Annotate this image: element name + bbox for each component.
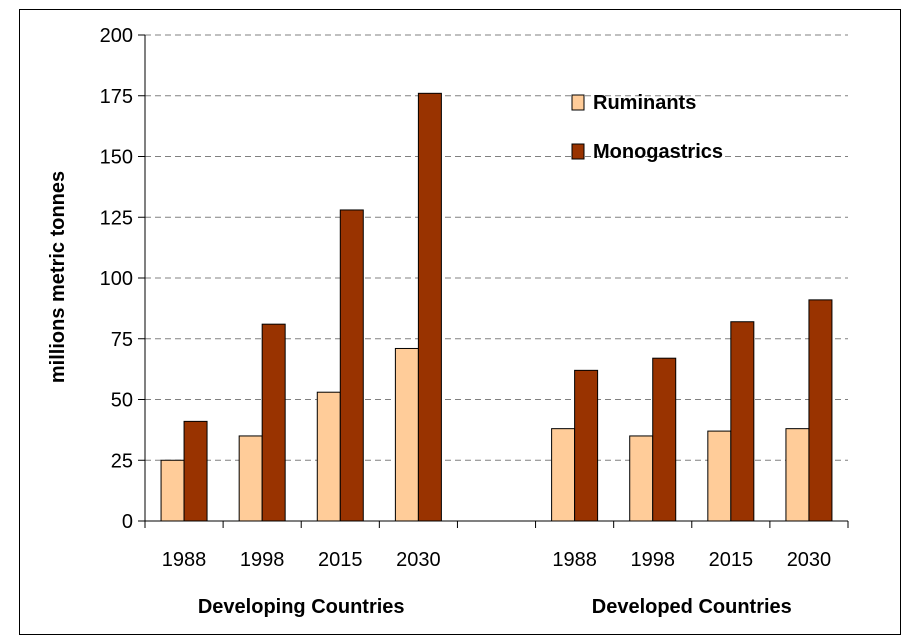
bar-ruminants-2015 xyxy=(707,430,732,522)
y-tick-label: 150 xyxy=(100,147,133,169)
axis-labels: 0 25 50 75 100 125 150 175 200 1988 1998 2015 2030 De… xyxy=(100,25,832,618)
bar-ruminants-1998 xyxy=(629,435,654,522)
bars xyxy=(160,92,833,522)
bar-monogastrics-1988 xyxy=(183,420,208,522)
bar-ruminants-2015 xyxy=(316,391,341,522)
legend-label-monogastrics: Monogastrics xyxy=(593,141,723,163)
group-label: Developed Countries xyxy=(592,596,792,618)
legend-swatch-monogastrics xyxy=(571,143,585,160)
bar-monogastrics-2015 xyxy=(339,209,364,522)
x-tick-label: 1988 xyxy=(552,549,597,571)
x-tick-label: 2030 xyxy=(787,549,832,571)
bar-ruminants-2030 xyxy=(394,347,419,522)
bar-ruminants-2030 xyxy=(785,428,810,522)
bar-monogastrics-1988 xyxy=(574,369,599,522)
legend: Ruminants Monogastrics xyxy=(571,92,723,163)
bar-ruminants-1998 xyxy=(238,435,263,522)
y-tick-label: 25 xyxy=(111,450,133,472)
bar-ruminants-1988 xyxy=(551,428,576,522)
y-tick-label: 175 xyxy=(100,86,133,108)
bar-monogastrics-1998 xyxy=(652,357,677,522)
y-tick-label: 125 xyxy=(100,207,133,229)
x-tick-label: 2030 xyxy=(396,549,441,571)
bar-monogastrics-2030 xyxy=(417,92,442,522)
x-tick-label: 2015 xyxy=(318,549,363,571)
x-tick-label: 1998 xyxy=(630,549,675,571)
y-axis-title: millions metric tonnes xyxy=(47,171,69,383)
x-tick-label: 1988 xyxy=(162,549,207,571)
bar-monogastrics-1998 xyxy=(261,323,286,522)
legend-swatch-ruminants xyxy=(571,94,585,111)
legend-label-ruminants: Ruminants xyxy=(593,92,696,114)
y-tick-label: 50 xyxy=(111,390,133,412)
x-tick-label: 2015 xyxy=(709,549,754,571)
group-label: Developing Countries xyxy=(198,596,405,618)
bar-monogastrics-2015 xyxy=(730,321,755,522)
y-tick-label: 0 xyxy=(122,511,133,533)
x-tick-label: 1998 xyxy=(240,549,285,571)
bar-monogastrics-2030 xyxy=(808,299,833,522)
y-tick-label: 75 xyxy=(111,329,133,351)
y-tick-label: 200 xyxy=(100,25,133,47)
bar-ruminants-1988 xyxy=(160,459,185,522)
y-tick-label: 100 xyxy=(100,268,133,290)
axes xyxy=(138,34,849,528)
